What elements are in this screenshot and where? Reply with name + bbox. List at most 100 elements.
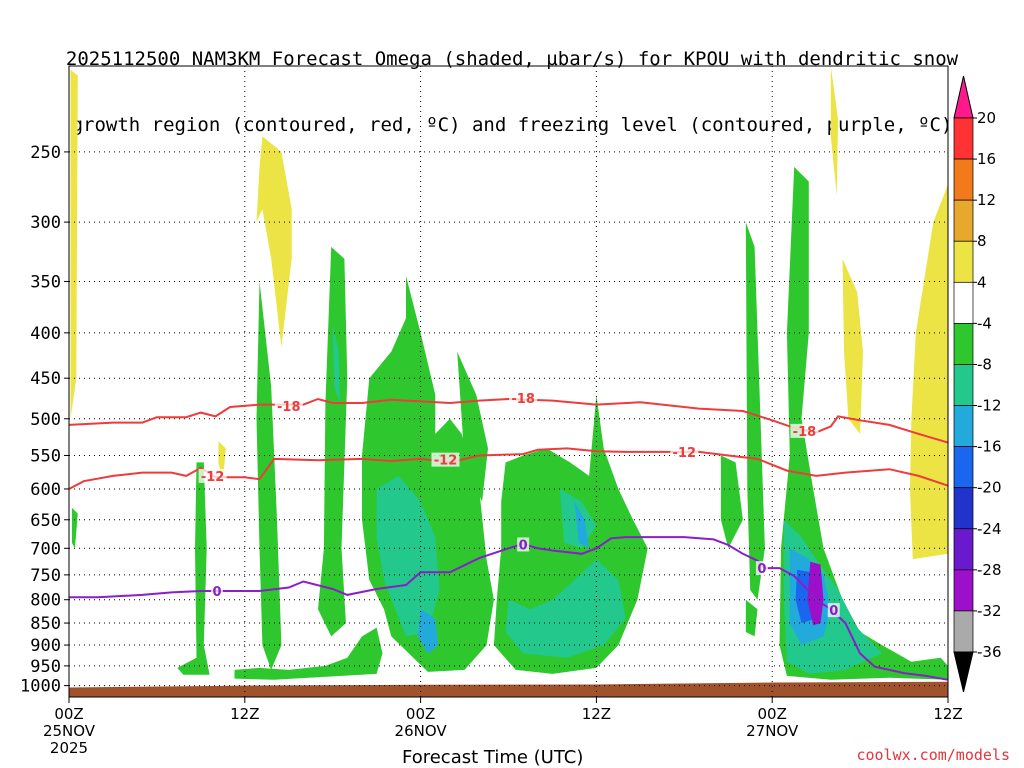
colorbar-box-3: [953, 199, 974, 242]
colorbar-box-5: [953, 281, 974, 324]
y-tick-label-350: 350: [30, 272, 61, 292]
x-axis-label: Forecast Time (UTC): [402, 747, 584, 768]
omega-region--28-9: [807, 561, 824, 626]
colorbar-label-4: 4: [977, 273, 987, 291]
contour-label-4: -12: [434, 454, 458, 469]
y-tick-label-550: 550: [30, 446, 61, 466]
omega-region--8-2: [505, 559, 626, 658]
contour-label-bg-9: [827, 603, 840, 618]
contour-label-bg-6: [210, 583, 223, 598]
colorbar-label-0: 20: [977, 109, 996, 127]
x-tick-label-48-1: 27NOV: [746, 722, 799, 740]
omega-region--12-6: [574, 501, 590, 549]
contour-label-5: -12: [673, 446, 697, 461]
x-tick-label-24-0: 00Z: [406, 705, 435, 723]
terrain-surface: [69, 681, 948, 697]
y-tick-label-700: 700: [30, 539, 61, 559]
colorbar-label-10: -24: [977, 520, 1002, 538]
y-tick-label-850: 850: [30, 614, 61, 634]
colorbar-box-11: [953, 528, 974, 571]
colorbar-label-7: -12: [977, 397, 1002, 415]
colorbar-label-6: -8: [977, 355, 992, 373]
y-tick-label-650: 650: [30, 511, 61, 531]
omega-region-4-5: [909, 184, 948, 560]
contour-label-1: -18: [511, 392, 535, 407]
omega-region--8-1: [376, 475, 440, 637]
colorbar-box-9: [953, 446, 974, 489]
x-tick-label-60-0: 12Z: [933, 705, 962, 723]
y-tick-label-300: 300: [30, 213, 61, 233]
omega-region--4-10: [256, 281, 282, 670]
omega-region-4-4: [842, 258, 863, 434]
terrain-layer: [69, 681, 948, 697]
x-tick-label-36-0: 12Z: [582, 705, 611, 723]
y-tick-label-900: 900: [30, 636, 61, 656]
omega-region--4-13: [457, 351, 488, 502]
contour-2: [69, 536, 949, 681]
x-tick-label-48-0: 00Z: [758, 705, 787, 723]
contour-label-bg-1: [509, 391, 538, 406]
omega-region--4-16: [745, 222, 765, 600]
colorbar-box-13: [953, 610, 974, 653]
contour-label-8: 0: [757, 562, 766, 577]
contour-label-bg-4: [431, 452, 460, 467]
omega-region-4-3: [830, 66, 839, 196]
y-tick-label-400: 400: [30, 324, 61, 344]
colorbar-label-2: 12: [977, 191, 996, 209]
colorbar-label-8: -16: [977, 438, 1002, 456]
y-tick-label-250: 250: [30, 143, 61, 163]
colorbar-label-3: 8: [977, 232, 987, 250]
x-tick-label-24-1: 26NOV: [395, 722, 448, 740]
colorbar-top-arrow: [953, 75, 974, 119]
colorbar-box-1: [953, 117, 974, 160]
y-tick-label-750: 750: [30, 566, 61, 586]
contour-label-bg-3: [198, 468, 227, 483]
colorbar-box-7: [953, 364, 974, 406]
omega-region--12-5: [417, 609, 439, 654]
contour-label-0: -18: [277, 400, 301, 415]
colorbar: 20 16 12 8 4 -4 -8 -12 -16 -20 -24 -28 -32 -36: [953, 75, 1002, 693]
contour-label-7: 0: [519, 538, 528, 553]
x-tick-label-0-0: 00Z: [54, 705, 83, 723]
omega-region-4-2: [218, 441, 226, 483]
colorbar-box-10: [953, 487, 974, 530]
x-tick-label-0-1: 25NOV: [43, 722, 96, 740]
plot-frame: [68, 65, 949, 698]
axes-layer: 2503003504004505005506006507007508008509…: [20, 65, 963, 757]
y-tick-label-600: 600: [30, 480, 61, 500]
colorbar-label-1: 16: [977, 150, 996, 168]
colorbar-label-11: -28: [977, 561, 1002, 579]
contour-0: [68, 397, 949, 444]
x-tick-label-12-0: 12Z: [230, 705, 259, 723]
omega-region--4-8: [177, 462, 210, 675]
omega-shading-layer: [70, 66, 948, 680]
contour-label-bg-5: [670, 444, 699, 459]
omega-region--8-0: [332, 323, 340, 403]
contour-label-bg-2: [790, 423, 819, 438]
contour-label-3: -12: [201, 470, 225, 485]
chart-title-line-2: growth region (contoured, red, ºC) and f…: [71, 114, 953, 136]
omega-region-4-0: [70, 69, 78, 419]
site-credit[interactable]: coolwx.com/models: [856, 746, 1010, 764]
omega-region--4-9: [234, 627, 383, 680]
omega-region-4-1: [256, 136, 292, 347]
y-tick-label-450: 450: [30, 369, 61, 389]
colorbar-box-6: [953, 323, 974, 365]
y-tick-label-1000: 1000: [20, 677, 61, 697]
contour-label-bg-7: [517, 537, 530, 552]
y-tick-label-800: 800: [30, 591, 61, 611]
colorbar-box-8: [953, 405, 974, 447]
chart-title-line-1: 2025112500 NAM3KM Forecast Omega (shaded…: [65, 48, 959, 70]
colorbar-bottom-arrow: [953, 651, 974, 693]
colorbar-label-9: -20: [977, 479, 1002, 497]
contour-label-6: 0: [212, 585, 221, 600]
y-tick-label-950: 950: [30, 657, 61, 677]
omega-region--4-18: [779, 167, 948, 680]
omega-region--4-17: [745, 599, 758, 637]
contour-label-bg-8: [755, 561, 768, 576]
colorbar-box-4: [953, 240, 974, 283]
omega-region--4-15: [720, 455, 743, 549]
contour-label-bg-0: [274, 399, 303, 414]
colorbar-label-13: -36: [977, 643, 1002, 661]
